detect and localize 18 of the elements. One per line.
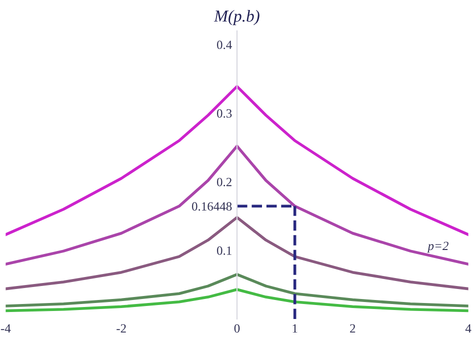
line-series	[6, 144, 468, 266]
x-tick-label: 1	[292, 324, 298, 333]
annotation: p=2	[427, 242, 448, 253]
y-axis-title: M(p.b)	[214, 10, 260, 26]
x-tick-label: 0	[234, 324, 240, 333]
y-tick-label: 0.2	[216, 178, 232, 186]
x-tick-label: 4	[465, 324, 472, 333]
x-tick-label: -4	[0, 324, 11, 333]
y-tick-label: 0.1	[216, 246, 232, 255]
y-tick-label: 0.3	[216, 109, 232, 118]
y-tick-label: 0.16448	[192, 202, 232, 211]
line-series	[6, 273, 468, 308]
x-tick-label: 2	[350, 324, 356, 333]
x-tick-label: -2	[116, 324, 126, 333]
line-series	[6, 85, 468, 236]
line-series	[6, 216, 468, 290]
y-tick-label: 0.4	[216, 40, 232, 50]
line-series	[6, 288, 468, 312]
